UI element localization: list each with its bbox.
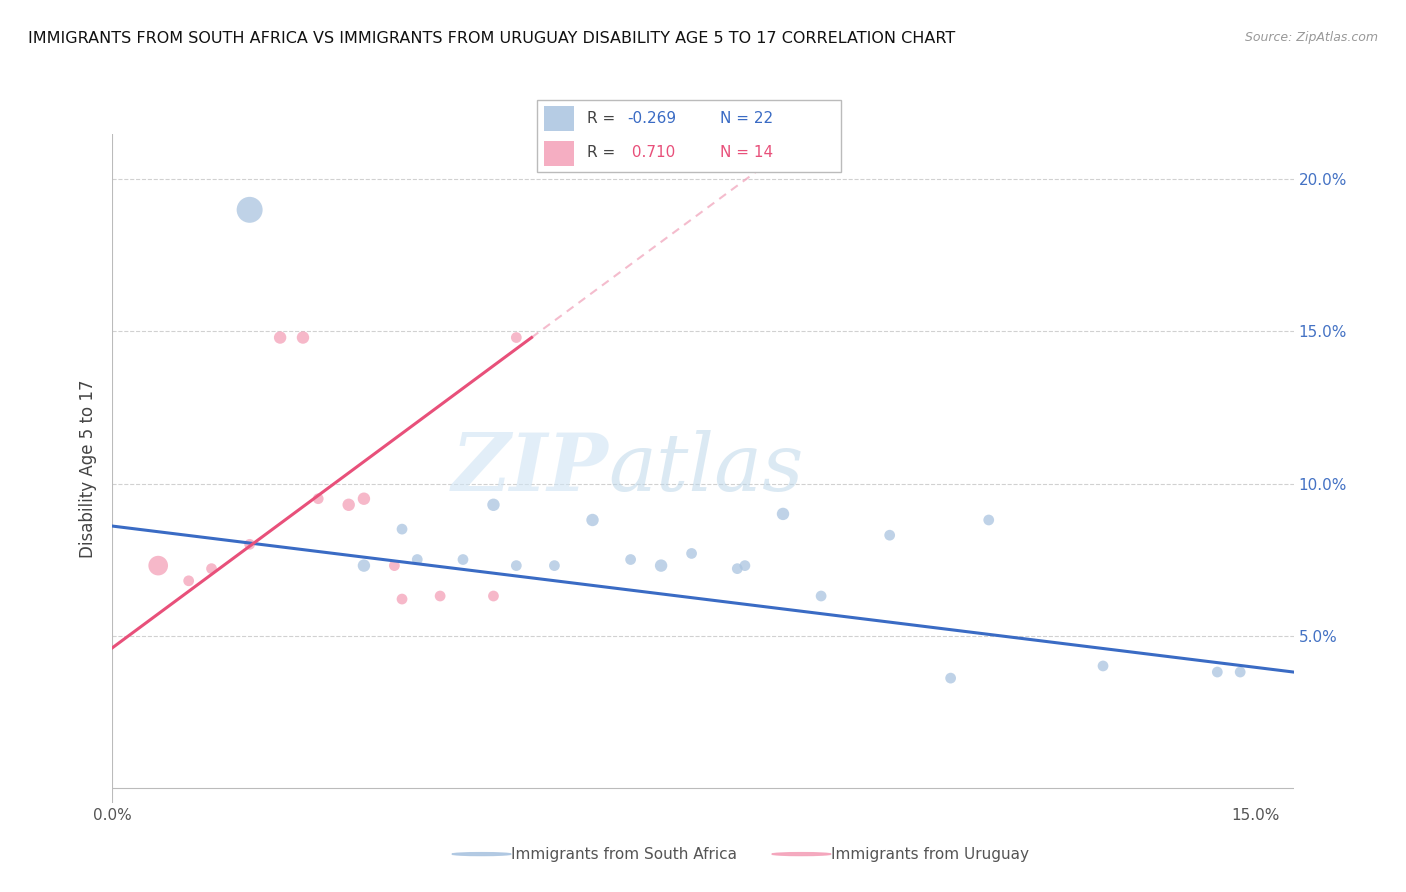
Text: R =: R = bbox=[586, 112, 620, 126]
Point bbox=[505, 558, 527, 573]
Point bbox=[391, 592, 413, 607]
Text: N = 14: N = 14 bbox=[720, 145, 773, 161]
Point bbox=[384, 558, 406, 573]
Point bbox=[451, 552, 474, 566]
Point bbox=[1206, 665, 1229, 679]
FancyBboxPatch shape bbox=[537, 100, 841, 172]
Text: -0.269: -0.269 bbox=[627, 112, 676, 126]
Point bbox=[391, 522, 413, 536]
Point bbox=[879, 528, 901, 542]
Text: Source: ZipAtlas.com: Source: ZipAtlas.com bbox=[1244, 31, 1378, 45]
Point bbox=[810, 589, 832, 603]
Circle shape bbox=[453, 853, 512, 855]
Point bbox=[429, 589, 451, 603]
Point bbox=[1229, 665, 1251, 679]
Point bbox=[148, 558, 170, 573]
Point bbox=[939, 671, 962, 685]
Point bbox=[200, 562, 222, 576]
Text: 0.710: 0.710 bbox=[627, 145, 675, 161]
Bar bbox=[544, 141, 575, 166]
Point bbox=[1092, 659, 1115, 673]
Text: atlas: atlas bbox=[609, 430, 804, 507]
Point bbox=[772, 507, 794, 521]
Point bbox=[239, 537, 262, 551]
Point bbox=[353, 558, 375, 573]
Text: ZIP: ZIP bbox=[451, 430, 609, 507]
Point bbox=[581, 513, 603, 527]
Point bbox=[177, 574, 200, 588]
Point bbox=[734, 558, 756, 573]
Point bbox=[977, 513, 1000, 527]
Text: Immigrants from South Africa: Immigrants from South Africa bbox=[512, 847, 737, 862]
Circle shape bbox=[772, 853, 831, 855]
Point bbox=[505, 330, 527, 344]
Point bbox=[725, 562, 748, 576]
Point bbox=[291, 330, 314, 344]
Point bbox=[620, 552, 643, 566]
Text: R =: R = bbox=[586, 145, 620, 161]
Point bbox=[681, 546, 703, 560]
Point bbox=[239, 202, 262, 217]
Point bbox=[482, 498, 505, 512]
Point bbox=[482, 589, 505, 603]
Text: IMMIGRANTS FROM SOUTH AFRICA VS IMMIGRANTS FROM URUGUAY DISABILITY AGE 5 TO 17 C: IMMIGRANTS FROM SOUTH AFRICA VS IMMIGRAN… bbox=[28, 31, 955, 46]
Point bbox=[307, 491, 329, 506]
Bar bbox=[544, 106, 575, 131]
Point bbox=[650, 558, 672, 573]
Y-axis label: Disability Age 5 to 17: Disability Age 5 to 17 bbox=[79, 379, 97, 558]
Text: Immigrants from Uruguay: Immigrants from Uruguay bbox=[831, 847, 1029, 862]
Point bbox=[406, 552, 429, 566]
Text: N = 22: N = 22 bbox=[720, 112, 773, 126]
Point bbox=[353, 491, 375, 506]
Point bbox=[337, 498, 360, 512]
Point bbox=[269, 330, 291, 344]
Point bbox=[543, 558, 565, 573]
